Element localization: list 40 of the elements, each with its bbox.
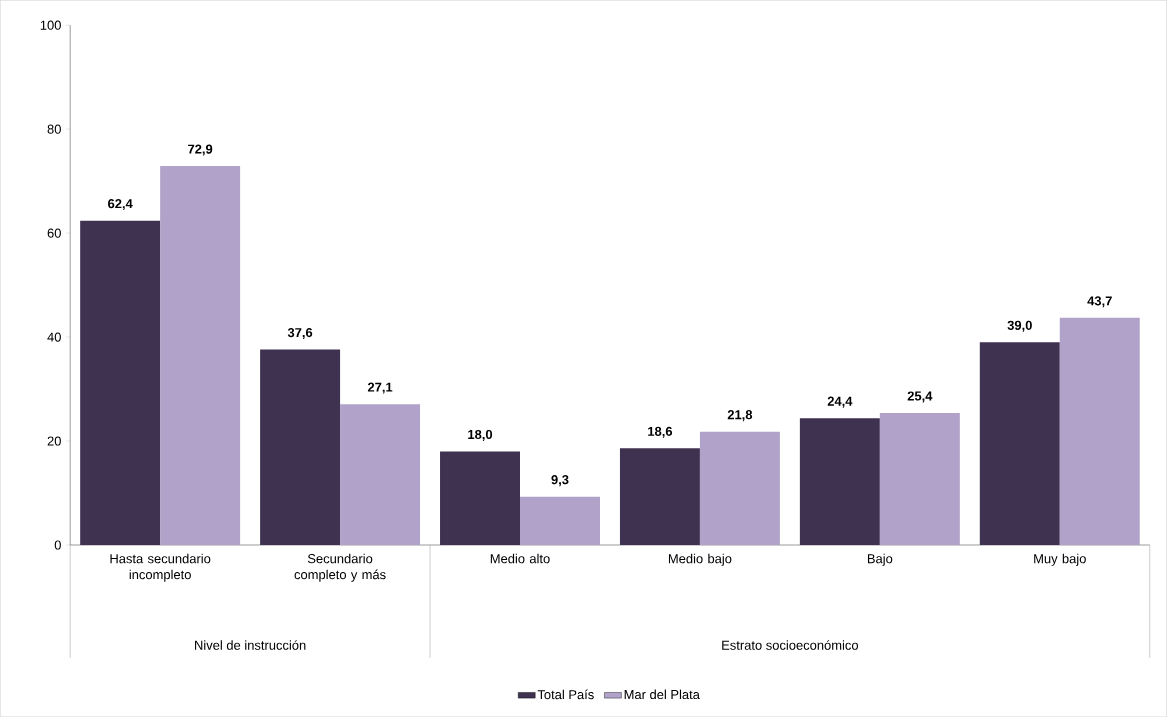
x-tick-label: Medio alto — [490, 553, 550, 564]
bar — [1059, 317, 1140, 545]
data-label: 37,6 — [287, 327, 313, 339]
y-tick-label: 60 — [47, 228, 61, 238]
data-label: 24,4 — [827, 396, 853, 408]
x-tick-label: Medio bajo — [668, 553, 732, 566]
data-label: 43,7 — [1087, 296, 1112, 308]
y-tick-label: 100 — [40, 20, 61, 30]
bar — [619, 448, 700, 545]
bar — [879, 412, 960, 545]
data-label: 21,8 — [727, 410, 753, 422]
data-label: 25,4 — [907, 391, 933, 403]
text: Estrato socioeconómico — [722, 640, 859, 650]
bar — [80, 220, 161, 545]
legend-label: Total País — [537, 689, 594, 700]
bar — [799, 418, 880, 545]
data-label: 18,0 — [468, 429, 493, 441]
bar — [260, 349, 341, 545]
data-label: 18,6 — [648, 426, 673, 438]
data-label: 39,0 — [1007, 320, 1032, 332]
data-label: 62,4 — [108, 199, 133, 211]
bar — [699, 431, 780, 545]
x-tick-label: Hasta secundario incompleto — [110, 553, 211, 582]
bar — [520, 496, 600, 545]
y-tick-label: 40 — [47, 332, 61, 342]
y-tick-label: 80 — [47, 124, 61, 134]
x-tick-label: Bajo — [867, 553, 893, 566]
data-label: 27,1 — [367, 382, 393, 394]
bar — [979, 342, 1060, 545]
x-tick-label: Muy bajo — [1034, 553, 1086, 566]
bar — [340, 404, 421, 545]
y-tick-label: 0 — [54, 540, 61, 550]
bar — [440, 451, 520, 545]
legend-label: Mar del Plata — [624, 689, 700, 700]
bar — [160, 165, 241, 545]
x-tick-label: Secundario completo y más — [294, 553, 386, 582]
data-label: 72,9 — [188, 144, 213, 156]
data-label: 9,3 — [551, 475, 569, 487]
text: Nivel de instrucción — [195, 640, 306, 650]
y-tick-label: 20 — [47, 436, 61, 446]
